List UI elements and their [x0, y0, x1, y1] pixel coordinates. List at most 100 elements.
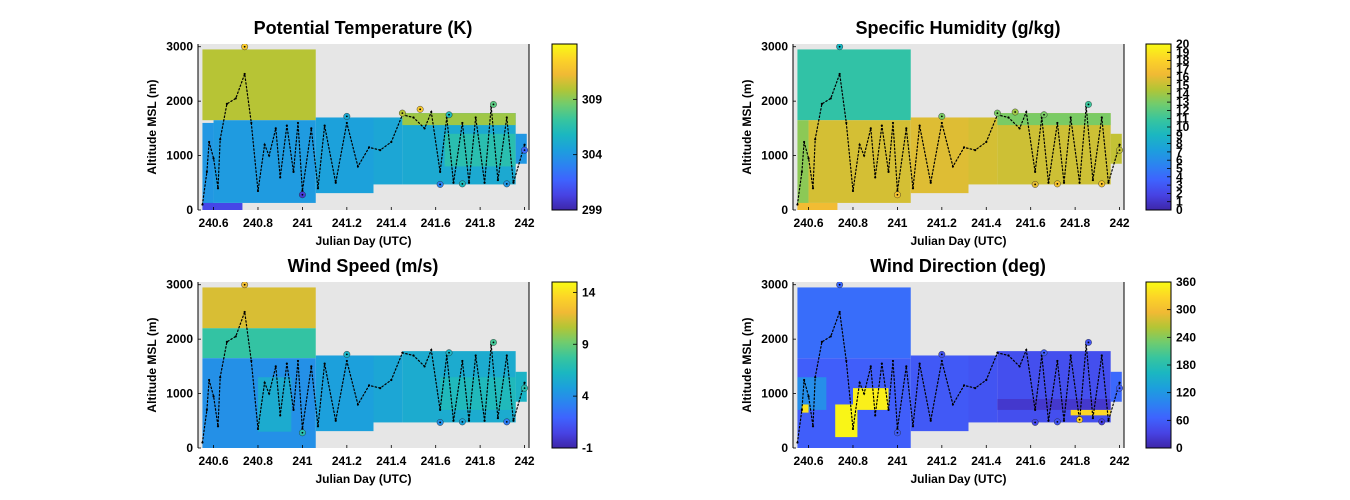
track-point [829, 335, 832, 338]
sounding-marker-center [448, 351, 450, 354]
track-point [1047, 181, 1050, 184]
sounding-marker-center [492, 103, 495, 106]
track-point [285, 362, 288, 365]
track-point [263, 143, 266, 146]
sounding-marker-center [1078, 418, 1081, 421]
x-tick-label: 241.2 [332, 454, 362, 468]
track-point [838, 310, 841, 314]
sounding-marker-center [492, 341, 495, 344]
track-point [985, 140, 988, 144]
track-point [285, 124, 288, 127]
sounding-marker-center [1118, 387, 1121, 390]
x-tick-label: 241.4 [376, 454, 406, 468]
track-point [891, 359, 895, 363]
track-point [367, 384, 371, 387]
sounding-marker-center [1100, 182, 1103, 185]
x-tick-label: 242 [1110, 216, 1130, 230]
track-point [310, 127, 313, 130]
track-point [1062, 419, 1066, 422]
track-point [800, 170, 803, 174]
x-tick-label: 241.6 [421, 454, 451, 468]
x-tick-label: 240.6 [199, 454, 229, 468]
track-point [452, 419, 455, 422]
track-point [829, 97, 832, 100]
colorbar-tick-label: 14 [582, 285, 596, 299]
panel-bottom-left: 240.6 240.8 241 241.2 241.4 241.6 241.8 242 0 100… [145, 256, 596, 486]
track-point [219, 138, 222, 141]
field-cell [202, 287, 316, 329]
colorbar: 299 304 309 [551, 43, 602, 217]
colorbar-tick-label: 20 [1176, 37, 1190, 51]
track-point [356, 403, 360, 406]
track-point [800, 408, 803, 412]
track-point [205, 170, 208, 174]
y-axis-label: Altitude MSL (m) [740, 317, 754, 412]
y-tick-label: 0 [186, 441, 193, 455]
panel-top-right: 240.6 240.8 241 241.2 241.4 241.6 241.8 2420100… [740, 18, 1190, 248]
track-point [316, 187, 320, 190]
colorbar-tick-label: 4 [582, 389, 589, 403]
field-cell [797, 120, 809, 210]
x-tick-label: 241.8 [465, 454, 495, 468]
panel-bottom-right: 240.6 240.8 241 241.2 241.4 241.6 241.8 242 0 100… [740, 256, 1196, 486]
x-tick-label: 240.8 [243, 454, 273, 468]
field-cell [797, 49, 911, 121]
sounding-marker-center [996, 112, 999, 115]
sounding-marker-center [505, 420, 508, 423]
sounding-marker-center [896, 193, 899, 196]
sounding-marker-center [419, 108, 422, 111]
track-point [974, 387, 977, 390]
track-point [1118, 143, 1121, 146]
track-point [858, 143, 861, 146]
track-point [869, 365, 872, 368]
x-tick-label: 242 [1110, 454, 1130, 468]
track-point [496, 416, 499, 420]
x-tick-label: 241.4 [971, 216, 1001, 230]
track-point [807, 395, 810, 398]
x-tick-label: 241.6 [1016, 216, 1046, 230]
chart-title: Wind Direction (deg) [870, 256, 1046, 276]
track-point [858, 381, 861, 384]
track-point [1007, 116, 1010, 119]
sounding-marker-center [1100, 420, 1103, 423]
y-tick-label: 2000 [761, 332, 788, 346]
track-point [512, 181, 515, 184]
track-point [1025, 348, 1028, 352]
track-point [880, 362, 883, 365]
colorbar-tick-label: 16 [1176, 70, 1190, 84]
x-tick-label: 240.6 [794, 454, 824, 468]
colorbar-tick-label: 180 [1176, 358, 1196, 372]
colorbar-tick-label: 8 [1176, 137, 1183, 151]
sounding-marker-center [940, 353, 943, 356]
colorbar: -1 4 9 14 [551, 281, 596, 455]
sounding-marker-center [896, 431, 899, 434]
track-point [263, 381, 266, 384]
track-point [474, 354, 477, 357]
track-point [1107, 419, 1110, 422]
field-cell [997, 399, 1111, 410]
x-tick-label: 240.8 [243, 216, 273, 230]
track-point [423, 127, 426, 130]
track-point [367, 146, 371, 149]
track-point [845, 121, 848, 125]
field-cell [202, 328, 316, 359]
track-point [205, 408, 208, 412]
y-axis-label: Altitude MSL (m) [145, 317, 159, 412]
track-point [243, 72, 246, 76]
colorbar-tick-label: 120 [1176, 386, 1196, 400]
sounding-marker-center [1087, 341, 1090, 344]
colorbar-tick-label: 360 [1176, 275, 1196, 289]
track-point [1034, 170, 1037, 174]
track-point [267, 154, 271, 157]
track-point [1091, 416, 1094, 420]
x-tick-label: 241 [292, 454, 312, 468]
track-point [1047, 419, 1050, 422]
track-point [250, 121, 253, 125]
track-point [940, 359, 943, 363]
track-point [862, 392, 866, 395]
x-tick-label: 241.8 [1060, 216, 1090, 230]
x-axis-label: Julian Day (UTC) [315, 472, 411, 486]
colorbar-tick-label: 18 [1176, 54, 1190, 68]
track-point [323, 362, 326, 365]
colorbar-tick-label: 9 [582, 337, 589, 351]
